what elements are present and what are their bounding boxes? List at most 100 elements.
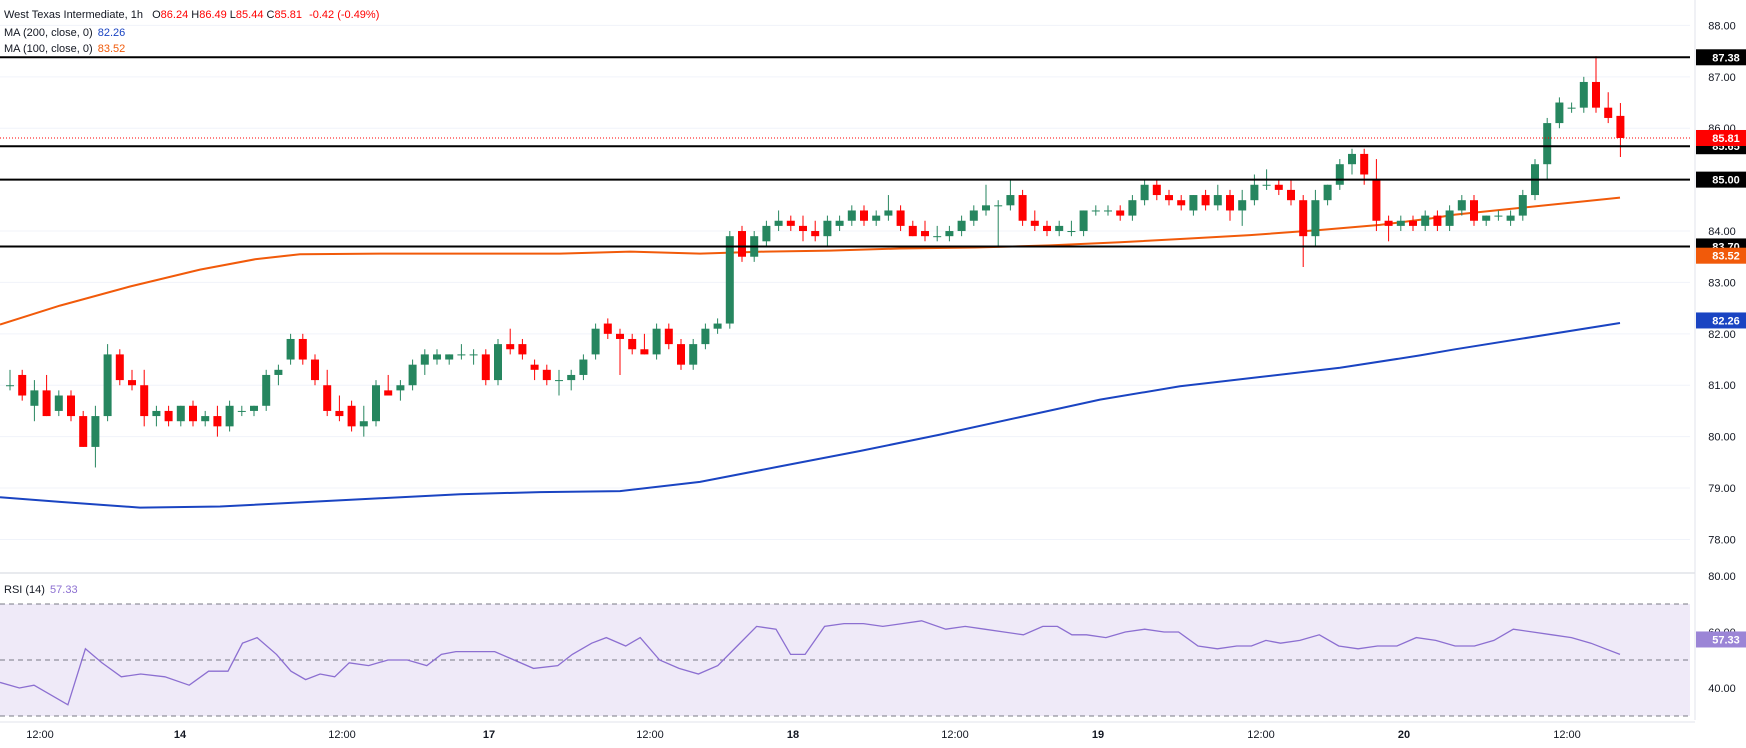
candle-body [1140, 184, 1149, 201]
candle [1384, 215, 1393, 242]
candle [347, 400, 356, 432]
x-tick-label: 14 [174, 729, 187, 741]
candle-body [713, 323, 722, 329]
ma100-tag-text: 83.52 [1712, 251, 1740, 263]
candle [603, 318, 612, 339]
candle-body [982, 205, 990, 211]
candle [1421, 210, 1430, 232]
legend-rsi: RSI (14) 57.33 [4, 583, 78, 597]
candle [396, 380, 405, 401]
candle-body [274, 369, 283, 375]
candle [18, 369, 27, 401]
rsi-line [0, 620, 1621, 706]
candle-body [225, 405, 234, 427]
candle [6, 369, 14, 391]
candle-body [1250, 184, 1259, 201]
x-tick-label: 20 [1398, 729, 1410, 741]
legend-interval: 1h [130, 9, 144, 21]
candle-body [506, 344, 515, 350]
candle [115, 349, 124, 386]
horizontal-levels [0, 56, 1690, 248]
candle [91, 405, 100, 468]
candle [445, 354, 454, 365]
candle [591, 323, 600, 360]
ma200-tag: 82.26 [1696, 312, 1746, 329]
legend-rsi-label: RSI (14) [4, 584, 45, 596]
candle-body [1177, 200, 1186, 206]
candle-body [1226, 195, 1234, 211]
y-tick-label: 87.00 [1708, 72, 1736, 84]
candle-body [603, 323, 612, 334]
candle-body [1104, 210, 1112, 212]
candle-body [933, 236, 942, 238]
candle [555, 369, 563, 396]
candle [481, 349, 490, 386]
candle [311, 354, 319, 386]
candle [359, 405, 368, 437]
candle-body [323, 385, 332, 411]
candle-body [1091, 210, 1100, 212]
candle-body [1128, 200, 1137, 216]
candle-body [725, 236, 734, 324]
x-tick-label: 12:00 [636, 729, 664, 741]
candle [640, 333, 649, 355]
candle [1116, 205, 1125, 221]
candle [1152, 179, 1161, 201]
legend-symbol-row: West Texas Intermediate, 1h O86.24 H86.4… [4, 9, 380, 21]
candle [1104, 205, 1112, 216]
candle-body [1201, 195, 1210, 206]
legend-ma100-value: 83.52 [97, 43, 126, 55]
ma200-tag-bg [1696, 312, 1746, 329]
candle-body [6, 385, 14, 387]
candle-body [835, 220, 844, 226]
candle-body [1043, 225, 1051, 232]
x-tick-label: 12:00 [26, 729, 54, 741]
candle [628, 333, 637, 355]
candle-body [286, 338, 295, 360]
candle [1506, 210, 1515, 226]
y-tick-label: 79.00 [1708, 483, 1736, 495]
candle-body [237, 410, 246, 412]
candle [1543, 117, 1552, 180]
candle [811, 220, 820, 242]
candle-body [262, 374, 271, 406]
candle [896, 205, 905, 232]
candle [1299, 195, 1308, 268]
candle [872, 210, 881, 226]
x-tick-label: 12:00 [328, 729, 356, 741]
candle-body [823, 220, 832, 237]
candle-body [994, 205, 1003, 207]
y-tick-label: 83.00 [1708, 277, 1736, 289]
candle [1213, 184, 1222, 211]
candle-body [115, 354, 124, 381]
candle [1579, 76, 1588, 113]
candle-body [1018, 195, 1027, 221]
candle [1372, 159, 1381, 232]
legend-change: -0.42 (-0.49%) [309, 9, 380, 21]
candle [1604, 92, 1613, 124]
candle-body [42, 390, 51, 417]
candle-body [1055, 225, 1064, 232]
candle-body [152, 410, 161, 417]
candle [689, 338, 698, 370]
candle [384, 374, 393, 396]
candle-body [140, 385, 149, 417]
candle [140, 369, 149, 427]
candle-body [1335, 164, 1344, 185]
candle [823, 215, 832, 247]
candle [30, 380, 39, 422]
candle [1140, 179, 1149, 206]
candle-body [774, 220, 783, 226]
candle-body [1213, 195, 1222, 206]
legend-rsi-value: 57.33 [50, 584, 78, 596]
candle [1555, 97, 1564, 129]
candle-body [1592, 81, 1600, 108]
candle-body [189, 405, 197, 422]
candle [701, 323, 710, 350]
price-axis: 88.0087.0086.0085.0084.0083.0082.0081.00… [1696, 20, 1746, 695]
candle-body [689, 344, 698, 365]
candle [1335, 159, 1344, 190]
level-tag-text: 85.00 [1712, 175, 1740, 187]
candle [189, 400, 197, 427]
